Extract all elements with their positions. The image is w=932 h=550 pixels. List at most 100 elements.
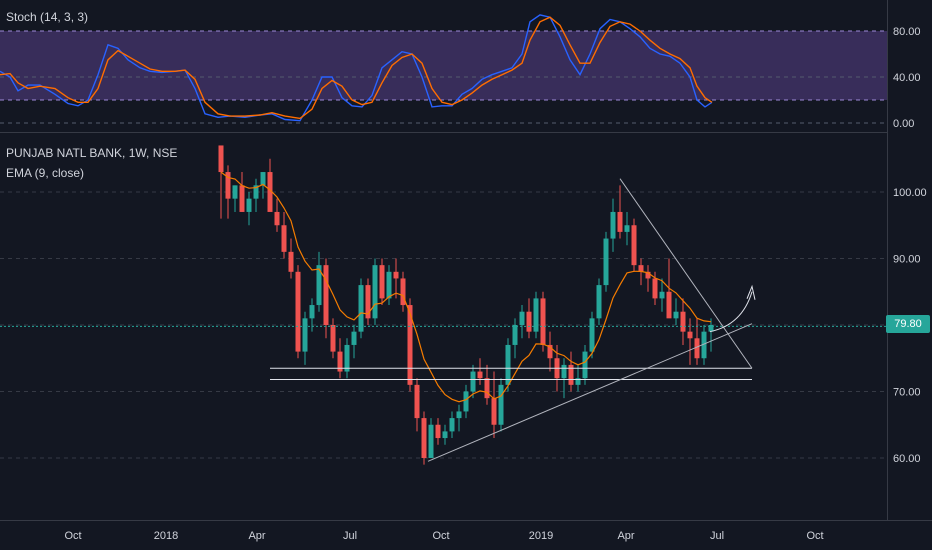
stoch-tick-label: 40.00 (893, 72, 921, 84)
candle-body (652, 278, 658, 299)
symbol-legend: PUNJAB NATL BANK, 1W, NSE (6, 146, 178, 160)
candle-body (351, 331, 357, 345)
candle-body (442, 431, 448, 439)
candle-body (687, 331, 693, 339)
candle-body (512, 325, 518, 345)
time-tick-label: Oct (432, 530, 449, 542)
time-tick-label: 2018 (154, 530, 178, 542)
price-tick-label: 70.00 (893, 387, 921, 399)
candle-body (309, 305, 315, 319)
time-tick-label: Jul (710, 530, 724, 542)
candle-body (344, 344, 350, 372)
candle-body (365, 285, 371, 319)
stoch-pane (0, 14, 887, 133)
candle-body (372, 265, 378, 319)
candle-body (603, 238, 609, 286)
candle-body (624, 225, 630, 232)
candle-body (540, 298, 546, 345)
candle-body (498, 384, 504, 425)
candle-body (680, 311, 686, 332)
candle-body (274, 211, 280, 226)
ascending-trendline (427, 323, 753, 462)
candle-body (358, 285, 364, 332)
candle-body (316, 265, 322, 306)
ema-line (220, 171, 712, 403)
candle-body (631, 225, 637, 266)
candle-body (617, 211, 623, 232)
time-tick-label: Oct (64, 530, 81, 542)
candle-body (225, 172, 231, 199)
candle-body (260, 172, 266, 186)
candle-body (400, 278, 406, 306)
candle-body (253, 185, 259, 199)
candle-body (421, 418, 427, 458)
candle-body (575, 378, 581, 385)
time-tick-label: 2019 (529, 530, 553, 542)
candle-body (484, 378, 490, 399)
candle-body (379, 265, 385, 299)
candle-body (428, 424, 434, 458)
candle-body (638, 265, 644, 272)
stoch-tick-label: 80.00 (893, 26, 921, 38)
candle-body (708, 325, 714, 332)
candle-body (701, 331, 707, 359)
price-tick-label: 100.00 (893, 187, 927, 199)
candle-body (323, 265, 329, 325)
descending-trendline (619, 178, 753, 369)
candle-body (694, 338, 700, 359)
candle-body (288, 251, 294, 272)
projection-arrowhead (746, 284, 756, 300)
stoch-d-line (0, 16, 713, 120)
candle-body (526, 311, 532, 332)
candle-body (302, 318, 308, 352)
candle-body (407, 305, 413, 385)
candle-body (295, 271, 301, 352)
candle-body (673, 311, 679, 319)
candle-body (414, 384, 420, 419)
time-tick-label: Oct (806, 530, 823, 542)
candle-body (589, 318, 595, 352)
projection-arrow (709, 291, 753, 333)
candle-body (246, 198, 252, 212)
candle-body (491, 398, 497, 425)
candle-body (393, 271, 399, 279)
candle-body (267, 172, 273, 212)
candle-body (239, 185, 245, 212)
candle-body (568, 364, 574, 385)
candle-body (218, 145, 224, 173)
candle-body (449, 418, 455, 432)
candle-body (505, 344, 511, 385)
price-tick-label: 90.00 (893, 254, 921, 266)
candle-body (456, 411, 462, 419)
candle-body (659, 291, 665, 299)
candle-body (470, 371, 476, 392)
time-tick-label: Apr (248, 530, 265, 542)
candle-body (386, 271, 392, 299)
candle-body (281, 225, 287, 252)
time-tick-label: Apr (617, 530, 634, 542)
candle-body (337, 351, 343, 372)
candle-body (463, 391, 469, 412)
candle-body (582, 351, 588, 379)
time-tick-label: Jul (343, 530, 357, 542)
candle-body (666, 291, 672, 319)
candle-body (330, 325, 336, 352)
stoch-legend: Stoch (14, 3, 3) (6, 10, 89, 24)
candle-body (519, 311, 525, 325)
candle-body (435, 424, 441, 439)
candle-body (561, 364, 567, 379)
ema-legend: EMA (9, close) (6, 166, 85, 180)
candle-body (596, 285, 602, 319)
candle-body (610, 211, 616, 239)
price-tick-label: 60.00 (893, 453, 921, 465)
candle-body (547, 344, 553, 359)
candle-body (645, 271, 651, 279)
candle-body (232, 185, 238, 199)
last-price-tag: 79.80 (886, 315, 930, 333)
candle-body (477, 371, 483, 379)
candle-body (533, 298, 539, 332)
price-pane (0, 145, 887, 465)
stoch-tick-label: 0.00 (893, 118, 914, 130)
